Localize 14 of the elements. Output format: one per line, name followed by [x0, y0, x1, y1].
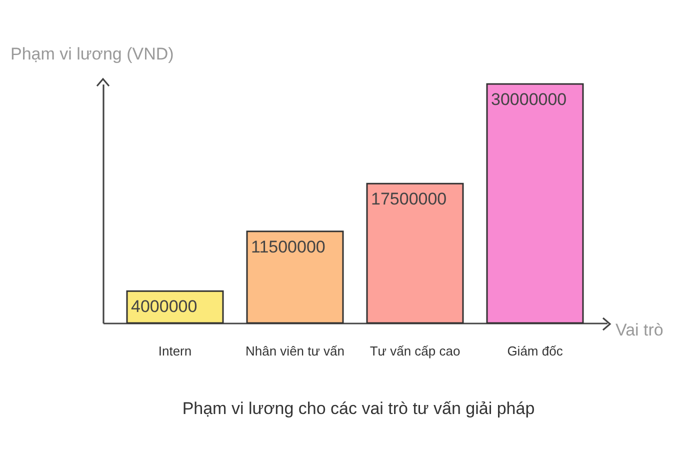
- x-axis-title: Vai trò: [616, 320, 664, 340]
- x-tick-label: Giám đốc: [507, 344, 564, 358]
- text: Phạm vi lương cho các vai trò tư vấn giải pháp: [181, 398, 536, 420]
- x-tick-label: Tư vấn cấp cao: [370, 344, 460, 358]
- x-tick-label: Nhân viên tư vấn: [245, 344, 345, 358]
- bar: [246, 230, 344, 324]
- y-axis-title: Phạm vi lương (VND): [10, 44, 174, 64]
- data-label: 30000000: [491, 90, 567, 109]
- x-tick-label: Intern: [158, 344, 192, 358]
- data-label: 17500000: [371, 190, 447, 209]
- data-label: 4000000: [131, 297, 198, 316]
- data-label: 11500000: [251, 237, 326, 256]
- bar: [366, 182, 464, 324]
- bar: [486, 83, 584, 324]
